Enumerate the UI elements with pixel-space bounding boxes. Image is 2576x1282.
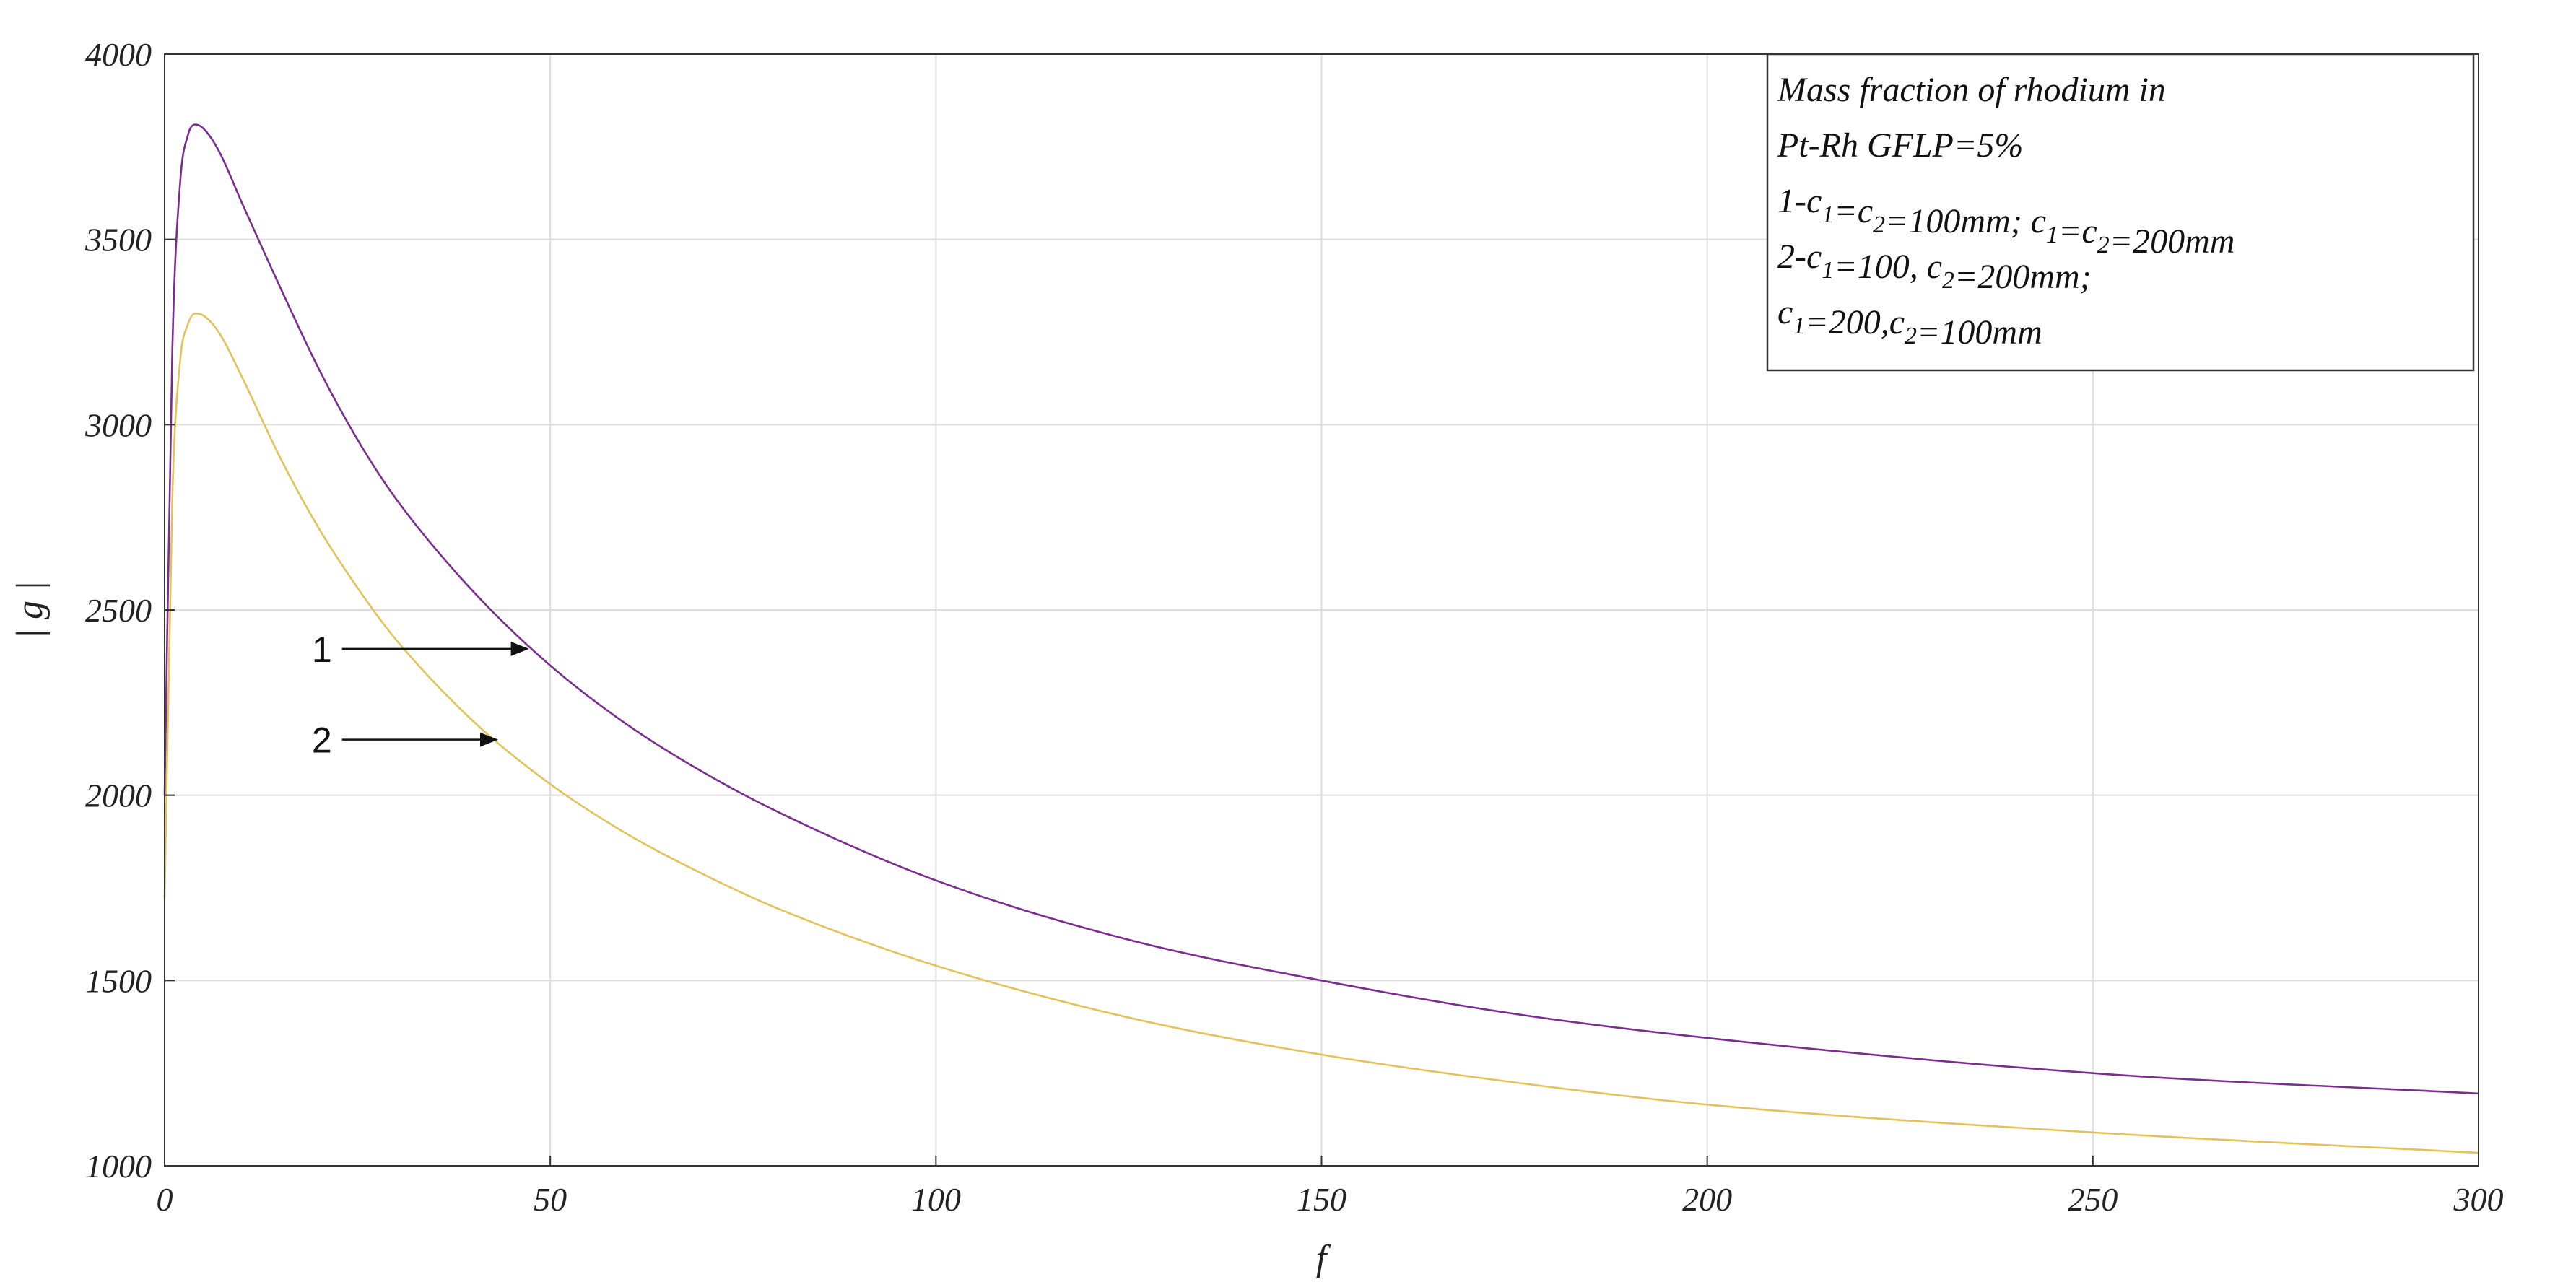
x-tick-label: 50 xyxy=(534,1181,567,1218)
y-tick-label: 2000 xyxy=(85,777,152,814)
x-tick-label: 150 xyxy=(1297,1181,1346,1218)
x-tick-label: 0 xyxy=(157,1181,173,1218)
legend: Mass fraction of rhodium in Pt-Rh GFLP=5%… xyxy=(1766,53,2475,372)
legend-box xyxy=(1766,53,2475,372)
legend-text: Mass fraction of rhodium in Pt-Rh GFLP=5%… xyxy=(1777,71,2235,352)
series-line-1 xyxy=(163,123,2479,1095)
y-tick-label: 1000 xyxy=(85,1148,152,1185)
series-group xyxy=(163,123,2479,1154)
legend-line-3: 1-c1=c2=100mm; c1=c2=200mm xyxy=(1777,182,2235,261)
y-tick-label: 3000 xyxy=(84,406,152,443)
y-axis-ticks: 1000 1500 2000 2500 3000 3500 4000 xyxy=(84,36,175,1185)
x-tick-label: 200 xyxy=(1682,1181,1732,1218)
annotation-label-2: 2 xyxy=(312,720,332,761)
y-tick-label: 2500 xyxy=(85,592,152,629)
x-tick-label: 100 xyxy=(911,1181,961,1218)
x-tick-label: 250 xyxy=(2068,1181,2118,1218)
x-axis-ticks: 0 50 100 150 200 250 300 xyxy=(157,1156,2504,1218)
x-axis-label: f xyxy=(1316,1238,1331,1279)
legend-line-5: c1=200,c2=100mm xyxy=(1777,293,2042,352)
legend-line-1: Mass fraction of rhodium in xyxy=(1777,71,2166,109)
series-line-2 xyxy=(163,312,2479,1154)
legend-line-4: 2-c1=100, c2=200mm; xyxy=(1777,237,2092,296)
y-tick-label: 3500 xyxy=(84,222,152,258)
x-tick-label: 300 xyxy=(2453,1181,2504,1218)
y-axis-label: | g | xyxy=(9,581,51,640)
y-tick-label: 1500 xyxy=(85,962,152,999)
annotations: 12 xyxy=(312,629,529,761)
legend-line-2: Pt-Rh GFLP=5% xyxy=(1777,126,2023,165)
y-tick-label: 4000 xyxy=(85,36,152,73)
annotation-label-1: 1 xyxy=(312,629,332,670)
